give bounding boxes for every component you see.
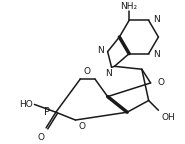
Text: N: N xyxy=(97,46,104,55)
Text: N: N xyxy=(154,15,160,24)
Text: O: O xyxy=(157,78,164,87)
Text: P: P xyxy=(44,107,50,117)
Text: OH: OH xyxy=(161,113,175,122)
Text: N: N xyxy=(105,69,112,78)
Text: N: N xyxy=(154,50,160,59)
Text: NH₂: NH₂ xyxy=(121,2,138,11)
Text: O: O xyxy=(37,133,44,142)
Text: O: O xyxy=(83,67,90,76)
Text: HO: HO xyxy=(19,100,32,109)
Text: O: O xyxy=(78,122,85,131)
